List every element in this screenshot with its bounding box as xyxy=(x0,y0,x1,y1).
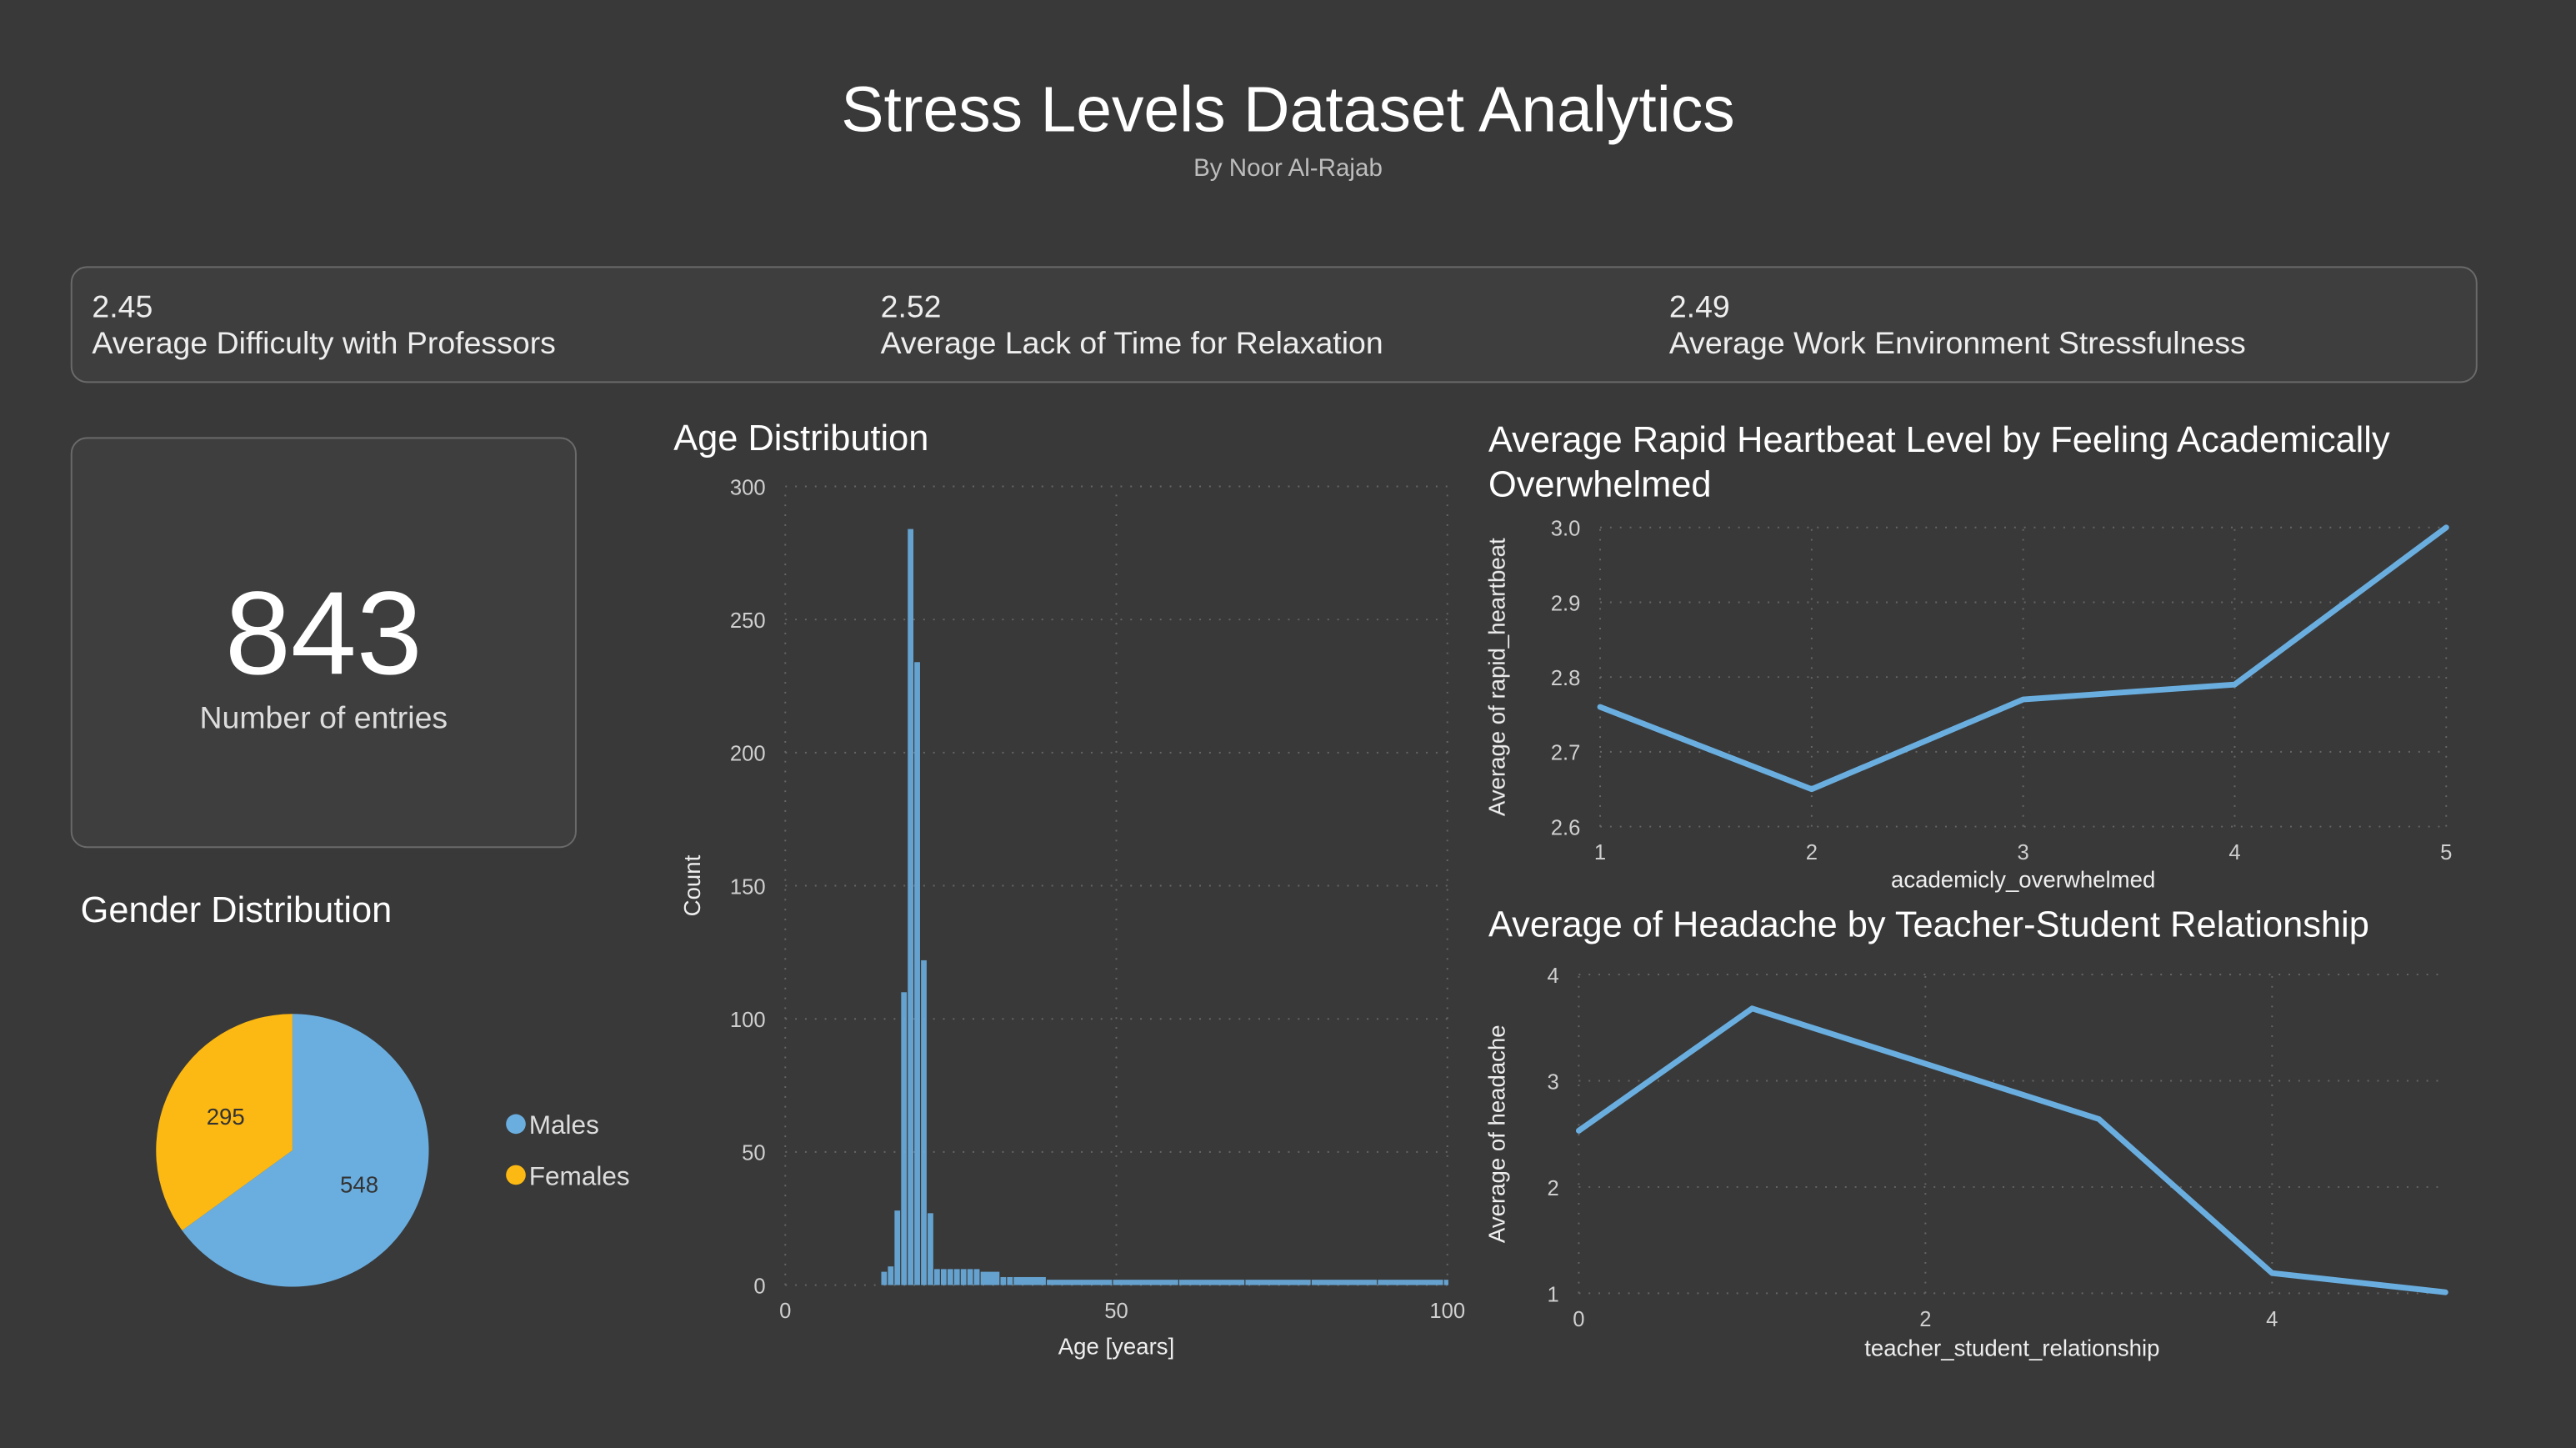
y-tick-label: 2 xyxy=(1548,1177,1559,1200)
x-tick-label: 4 xyxy=(2266,1308,2278,1331)
histogram-bar xyxy=(1007,1276,1013,1285)
histogram-bar xyxy=(967,1269,973,1285)
pie-slice-females xyxy=(156,1014,293,1231)
heartbeat-chart-title: Average Rapid Heartbeat Level by Feeling… xyxy=(1488,418,2390,505)
kpi-label: Average Difficulty with Professors xyxy=(92,327,556,362)
histogram-bar xyxy=(921,959,927,1285)
y-tick-label: 200 xyxy=(730,743,766,766)
y-axis-label: Count xyxy=(679,854,705,916)
x-axis-label: teacher_student_relationship xyxy=(1864,1335,2159,1360)
x-tick-label: 2 xyxy=(1919,1308,1931,1331)
y-tick-label: 150 xyxy=(730,875,766,899)
y-tick-label: 3.0 xyxy=(1551,518,1581,541)
kpi-value: 2.52 xyxy=(880,290,942,326)
histogram-bar xyxy=(940,1269,947,1285)
kpi-value: 2.45 xyxy=(92,290,153,326)
entries-value: 843 xyxy=(224,569,423,700)
x-tick-label: 4 xyxy=(2228,841,2240,864)
y-tick-label: 2.9 xyxy=(1551,592,1581,615)
y-tick-label: 2.8 xyxy=(1551,667,1581,690)
page-subtitle: By Noor Al-Rajab xyxy=(1193,154,1383,183)
y-tick-label: 100 xyxy=(730,1009,766,1032)
y-tick-label: 4 xyxy=(1548,964,1559,988)
histogram-bar xyxy=(914,662,920,1285)
entries-label: Number of entries xyxy=(199,701,448,737)
pie-data-label: 295 xyxy=(207,1104,245,1130)
y-tick-label: 2.7 xyxy=(1551,742,1581,765)
age-chart-title: Age Distribution xyxy=(673,417,929,458)
x-tick-label: 0 xyxy=(779,1300,791,1323)
histogram-bar xyxy=(908,529,914,1285)
x-tick-label: 3 xyxy=(2018,841,2029,864)
histogram-bar xyxy=(934,1269,940,1285)
kpi-work-environment: 2.49 Average Work Environment Stressfulne… xyxy=(1669,291,2246,363)
legend-marker xyxy=(506,1114,526,1135)
y-tick-label: 3 xyxy=(1548,1070,1559,1094)
histogram-bar xyxy=(894,1210,901,1285)
y-tick-label: 1 xyxy=(1548,1283,1559,1306)
histogram-bar xyxy=(1311,1280,1378,1285)
histogram-bar xyxy=(960,1269,967,1285)
legend-marker xyxy=(506,1165,526,1185)
kpi-label: Average Work Environment Stressfulness xyxy=(1668,327,2246,362)
histogram-bar xyxy=(928,1213,933,1285)
histogram-bar xyxy=(1245,1280,1311,1285)
histogram-bar xyxy=(1000,1276,1007,1285)
x-tick-label: 0 xyxy=(1573,1308,1584,1331)
x-tick-label: 50 xyxy=(1104,1300,1128,1323)
headache-chart-title: Average of Headache by Teacher-Student R… xyxy=(1488,904,2369,945)
histogram-bar xyxy=(1178,1280,1245,1285)
histogram-bar xyxy=(947,1269,953,1285)
histogram-bar xyxy=(1113,1280,1178,1285)
histogram-bar xyxy=(901,992,908,1285)
kpi-label: Average Lack of Time for Relaxation xyxy=(880,327,1383,362)
kpi-value: 2.49 xyxy=(1668,290,1730,326)
y-tick-label: 0 xyxy=(753,1275,765,1298)
pie-data-label: 548 xyxy=(340,1172,378,1198)
histogram-bar xyxy=(1013,1276,1046,1285)
histogram-bar xyxy=(888,1266,894,1285)
x-tick-label: 2 xyxy=(1806,841,1818,864)
histogram-bar xyxy=(953,1269,960,1285)
y-tick-label: 2.6 xyxy=(1551,816,1581,839)
y-axis-label: Average of headache xyxy=(1484,1025,1510,1243)
histogram-bar xyxy=(1378,1280,1443,1285)
x-tick-label: 100 xyxy=(1429,1300,1465,1323)
legend-item: Males xyxy=(529,1110,599,1140)
series-line xyxy=(1575,1005,2448,1295)
legend-item: Females xyxy=(529,1160,630,1190)
x-axis-label: academicly_overwhelmed xyxy=(1891,867,2155,893)
y-tick-label: 300 xyxy=(730,476,766,499)
x-tick-label: 1 xyxy=(1594,841,1606,864)
kpi-bar: 2.45 Average Difficulty with Professors 2… xyxy=(70,266,2478,383)
y-tick-label: 50 xyxy=(742,1142,766,1165)
pie-slice-males xyxy=(182,1014,429,1287)
histogram-bar xyxy=(1047,1280,1113,1285)
y-axis-label: Average of rapid_heartbeat xyxy=(1484,538,1510,816)
histogram-bar xyxy=(980,1271,1000,1285)
x-axis-label: Age [years] xyxy=(1058,1333,1175,1359)
page-title: Stress Levels Dataset Analytics xyxy=(841,75,1735,147)
gender-chart-title: Gender Distribution xyxy=(80,889,393,930)
entries-card: 843 Number of entries xyxy=(70,437,577,849)
histogram-bar xyxy=(881,1271,888,1285)
kpi-professors: 2.45 Average Difficulty with Professors xyxy=(92,291,556,363)
y-tick-label: 250 xyxy=(730,609,766,633)
histogram-bar xyxy=(973,1269,980,1285)
x-tick-label: 5 xyxy=(2440,841,2452,864)
kpi-relaxation: 2.52 Average Lack of Time for Relaxation xyxy=(881,291,1383,363)
histogram-bar xyxy=(1443,1280,1448,1285)
